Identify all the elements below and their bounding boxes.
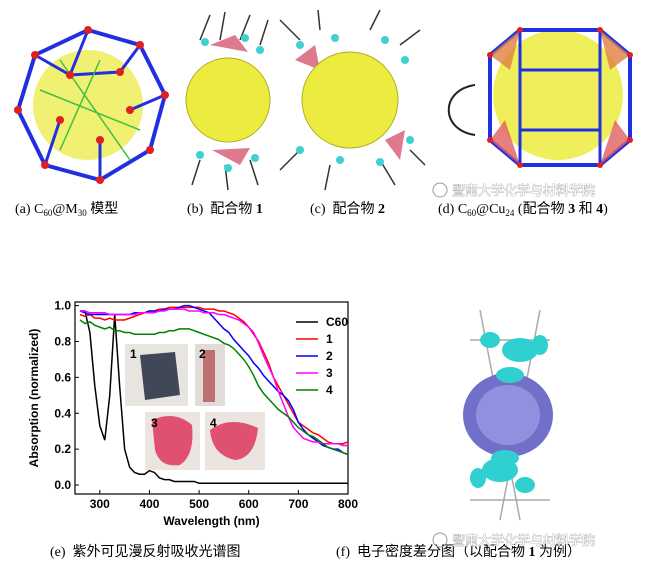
legend-label: 4 <box>326 383 333 397</box>
molecule-f <box>463 309 553 521</box>
molecule-a <box>14 26 169 184</box>
inset-label: 3 <box>151 416 158 430</box>
molecule-c <box>279 9 426 191</box>
series-line <box>79 310 348 484</box>
x-tick-label: 600 <box>239 497 259 511</box>
y-tick-label: 1.0 <box>54 299 71 313</box>
series-line <box>79 319 349 456</box>
watermark: 暨南大学化学与材料学院 <box>452 533 595 549</box>
molecule-d <box>447 27 633 168</box>
y-tick-label: 0.8 <box>54 334 71 348</box>
y-tick-label: 0.6 <box>54 370 71 384</box>
series-line <box>79 308 348 447</box>
inset-label: 4 <box>210 416 217 430</box>
y-tick-label: 0.0 <box>54 478 71 492</box>
legend-label: 3 <box>326 366 333 380</box>
inset-label: 1 <box>130 347 137 361</box>
molecule-b <box>185 11 271 191</box>
x-tick-label: 700 <box>288 497 308 511</box>
x-tick-label: 400 <box>139 497 159 511</box>
caption-b: (b) 配合物 1 <box>187 201 263 217</box>
x-tick-label: 800 <box>338 497 358 511</box>
x-tick-label: 500 <box>189 497 209 511</box>
y-tick-label: 0.4 <box>54 406 71 420</box>
caption-f: (f) 电子密度差分图（以配合物 1 为例） <box>336 543 581 560</box>
caption-c: (c) 配合物 2 <box>310 201 385 217</box>
plot-frame <box>74 301 349 495</box>
series-line <box>79 306 349 445</box>
y-axis-label: Absorption (normalized) <box>27 329 41 468</box>
watermark-icon <box>432 532 448 548</box>
inset-label: 2 <box>199 347 206 361</box>
inset-photos <box>125 344 265 470</box>
caption-e: (e) 紫外可见漫反射吸收光谱图 <box>50 544 241 560</box>
watermark-icon <box>432 182 448 198</box>
x-axis-label: Wavelength (nm) <box>163 514 259 528</box>
legend-label: C60 <box>326 315 348 329</box>
caption-a: (a) C60@M30 模型 <box>15 201 118 218</box>
legend-label: 1 <box>326 332 333 346</box>
caption-d: (d) C60@Cu24 (配合物 3 和 4) <box>438 201 608 218</box>
watermark: 暨南大学化学与材料学院 <box>452 183 595 199</box>
x-tick-label: 300 <box>90 497 110 511</box>
legend-label: 2 <box>326 349 333 363</box>
y-tick-label: 0.2 <box>54 442 71 456</box>
